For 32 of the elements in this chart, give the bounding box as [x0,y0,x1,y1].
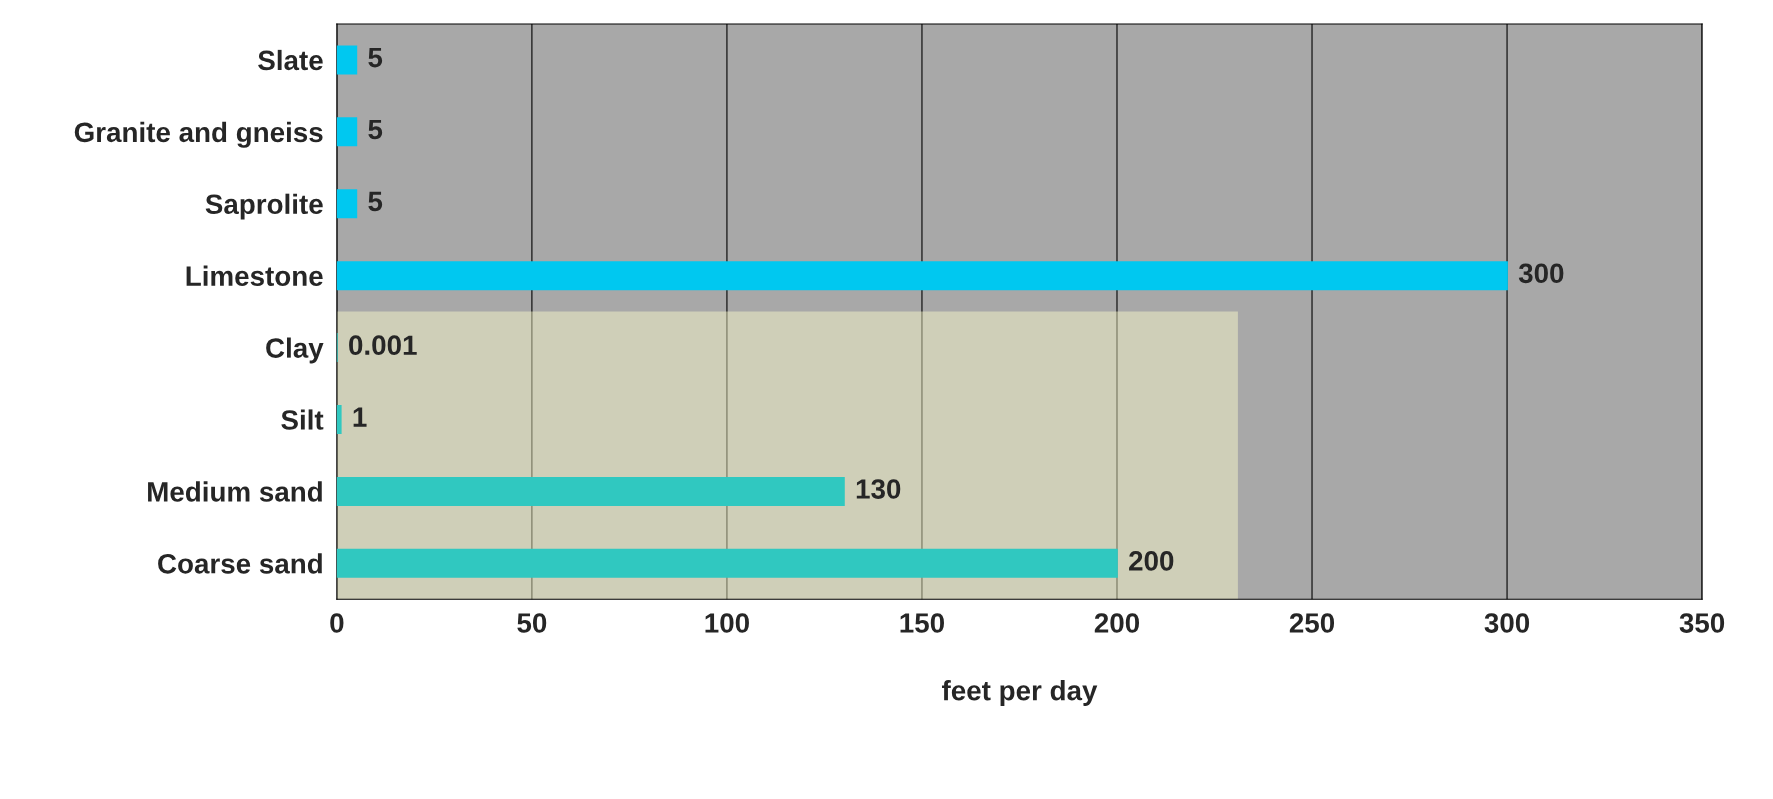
x-tick-label: 150 [900,613,944,633]
x-tick-label: 350 [1679,613,1725,633]
y-tick-label: Saprolite [205,193,323,220]
bar [336,548,1118,578]
y-tick-label: Coarse sand [158,553,322,574]
data-label: 5 [368,191,383,212]
bar [336,476,845,506]
x-tick-label: 250 [1289,613,1335,633]
bar [336,261,1508,291]
y-tick-label: Limestone [186,265,323,286]
x-tick-label: 300 [1484,613,1530,633]
data-label: 1 [353,407,367,427]
data-label: 0.001 [349,335,417,356]
x-tick-label: 100 [705,613,749,633]
data-label: 300 [1518,263,1564,284]
bar [336,117,358,147]
y-tick-label: Medium sand [148,481,322,502]
y-tick-label: Silt [281,409,324,430]
x-axis-title: feet per day [941,680,1098,706]
data-label: 5 [368,119,383,140]
data-label: 130 [856,479,901,499]
bar [336,45,358,75]
data-label: 200 [1129,551,1174,571]
data-label: 5 [368,48,383,68]
x-tick-label: 50 [517,613,547,633]
y-tick-label: Slate [258,49,323,71]
y-tick-label: Clay [266,337,324,364]
bar [336,189,358,219]
y-tick-label: Granite and gneiss [74,121,323,148]
x-tick-label: 0 [330,613,344,633]
bar [336,404,342,434]
x-tick-label: 200 [1094,613,1140,633]
